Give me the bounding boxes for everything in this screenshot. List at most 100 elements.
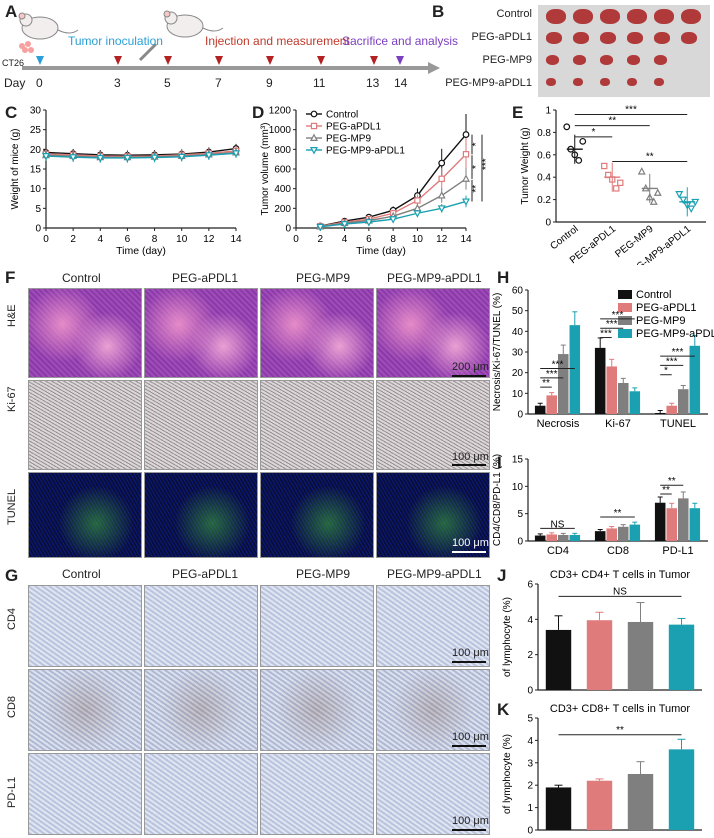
x-tick-label: 10 — [176, 234, 188, 245]
micrograph-cd4-control — [28, 585, 142, 667]
significance-label: *** — [481, 158, 492, 170]
bar — [606, 528, 617, 541]
y-tick-label: 6 — [527, 580, 533, 591]
significance-label: ** — [662, 485, 670, 496]
micrograph-cd4-peg-mp9 — [260, 585, 374, 667]
bar — [689, 345, 701, 414]
row-label: Ki-67 — [6, 386, 18, 412]
micrograph-cd8-peg-mp9 — [260, 669, 374, 751]
tumor-sample — [546, 55, 559, 65]
x-tick-label: CD8 — [607, 545, 629, 557]
bar — [618, 526, 629, 541]
micrograph-tunel-control — [28, 472, 142, 558]
y-tick-label: 3 — [527, 758, 533, 769]
y-tick-label: 1000 — [269, 125, 292, 136]
bar — [606, 366, 617, 414]
chart-j-cd4: 0 2 4 6 of lymphocyte (%) CD3+ CD4+ T cells i… — [502, 569, 702, 697]
data-point — [461, 198, 471, 206]
significance-label: *** — [552, 360, 564, 371]
data-point — [231, 150, 241, 158]
significance-label: ** — [608, 116, 616, 127]
y-tick-label: 0 — [545, 218, 551, 229]
y-axis-label: CD4/CD8/PD-L1 (%) — [492, 454, 503, 546]
tumor-row-label: PEG-aPDL1 — [471, 31, 532, 43]
phase-sacrifice: Sacrifice and analysis — [342, 34, 459, 48]
y-tick-label: 1 — [545, 106, 551, 117]
data-point — [309, 146, 319, 155]
day-tick: 14 — [394, 76, 408, 90]
scale-bar-label: 100 μm — [452, 451, 489, 463]
bar — [594, 531, 606, 541]
series-line — [45, 152, 237, 159]
panel-label-c: C — [5, 103, 18, 122]
scale-bar — [452, 829, 486, 831]
significance-label: * — [664, 366, 668, 377]
tumor-sample — [654, 78, 664, 86]
panel-label-h: H — [497, 268, 510, 287]
y-tick-label: 5 — [517, 509, 523, 520]
x-tick-label: TUNEL — [660, 418, 696, 430]
row-label: CD8 — [6, 695, 18, 718]
significance-label: ** — [646, 152, 654, 163]
tumor-sample — [600, 78, 610, 86]
scale-bar — [452, 745, 486, 747]
y-axis-label: Necrosis/Ki-67/TUNEL (%) — [492, 293, 503, 412]
significance-label: ** — [542, 378, 550, 389]
legend-label: PEG-MP9-aPDL1 — [636, 328, 714, 340]
bar — [629, 391, 641, 414]
y-tick-label: 1 — [527, 803, 533, 814]
bar — [654, 502, 666, 541]
bar — [629, 524, 641, 541]
data-point — [462, 131, 470, 138]
panel-label-g: G — [5, 566, 19, 585]
y-axis-label: of lymphocyte (%) — [502, 734, 513, 814]
micrograph-ki67-peg-mp9 — [260, 380, 374, 470]
x-axis-label: Time (day) — [116, 245, 166, 257]
x-tick-label: 0 — [293, 234, 299, 245]
bar — [666, 508, 677, 541]
panel-label-b: B — [432, 2, 445, 21]
x-tick-label: PD-L1 — [662, 545, 693, 557]
mouse-icon — [18, 12, 79, 40]
data-point — [563, 123, 571, 131]
micrograph-pdl1-control — [28, 753, 142, 835]
x-axis-label: Time (day) — [356, 245, 406, 257]
y-tick-label: 800 — [274, 145, 291, 156]
bar — [627, 774, 654, 830]
data-point — [617, 179, 624, 186]
tumor-sample — [627, 9, 647, 24]
y-tick-label: 2 — [527, 781, 533, 792]
x-tick-label: CD4 — [547, 545, 569, 557]
y-tick-label: 0 — [35, 224, 41, 235]
y-axis-label: Weight of mice (g) — [10, 129, 21, 210]
row-label: PD-L1 — [6, 776, 18, 808]
day-markers — [36, 56, 404, 65]
micrograph-tunel-peg-apdl1 — [144, 472, 258, 558]
x-tick-label: 0 — [43, 234, 49, 245]
y-tick-label: 25 — [30, 125, 42, 136]
micrograph-cd8-peg-apdl1 — [144, 669, 258, 751]
panel-label-f: F — [5, 268, 16, 287]
y-tick-label: 0 — [285, 224, 291, 235]
significance-label: *** — [672, 347, 684, 358]
bar — [689, 508, 701, 541]
bar — [666, 405, 677, 414]
y-tick-label: 4 — [527, 736, 533, 747]
data-point — [653, 188, 662, 196]
bar — [586, 780, 613, 830]
significance-label: ** — [471, 185, 482, 193]
y-tick-label: 30 — [512, 348, 524, 359]
y-tick-label: 0.8 — [537, 128, 551, 139]
scale-bar-label: 100 μm — [452, 537, 489, 549]
data-point — [364, 219, 373, 227]
tumor-sample — [573, 55, 586, 65]
legend-label: Control — [636, 289, 671, 301]
data-point — [461, 174, 471, 182]
scale-bar-label: 200 μm — [452, 361, 489, 373]
tumor-sample — [600, 32, 616, 44]
column-header: PEG-MP9-aPDL1 — [387, 567, 482, 581]
data-point — [413, 203, 422, 212]
data-point — [637, 167, 646, 175]
